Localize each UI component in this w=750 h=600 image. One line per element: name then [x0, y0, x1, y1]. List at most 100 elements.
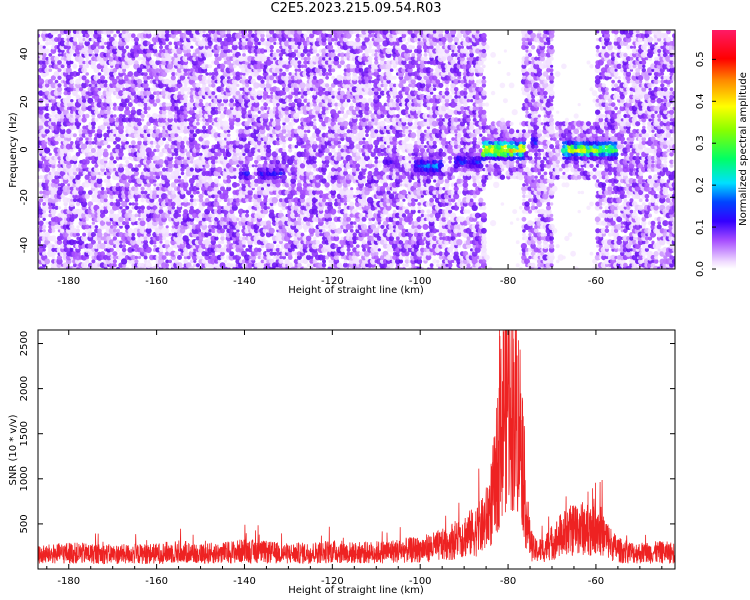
spectrogram-cell [78, 55, 84, 62]
spectrogram-cell [42, 229, 46, 233]
spectrogram-cell [269, 44, 275, 50]
spectrogram-cell [137, 118, 142, 122]
spectrogram-cell [100, 148, 105, 153]
spectrogram-cell [128, 202, 132, 206]
spectrogram-cell [38, 198, 44, 203]
spectrogram-cell [94, 144, 99, 149]
spectrogram-cell [39, 121, 44, 126]
spectrogram-cell [82, 125, 86, 130]
spectrogram-cell [100, 251, 105, 257]
spectrogram-cell [81, 235, 88, 242]
spectrogram-cell [156, 148, 160, 153]
spectrogram-cell [50, 235, 57, 242]
spectrogram-cell [196, 187, 200, 191]
spectrogram-cell [121, 94, 127, 100]
spectrogram-cell [217, 175, 221, 179]
spectrogram-cell [97, 91, 102, 96]
spectrogram-cell [57, 49, 62, 53]
spectrogram-cell [260, 141, 265, 145]
spectrogram-cell [48, 213, 53, 218]
spectrogram-cell [226, 53, 231, 57]
spectrogram-cell [88, 167, 93, 172]
spectrogram-cell [44, 48, 50, 54]
spectrogram-cell [137, 121, 142, 127]
spectrogram-cell [103, 266, 108, 269]
spectrogram-cell [44, 166, 51, 173]
spectrogram-cell [47, 79, 53, 85]
spectrogram-cell [312, 75, 317, 80]
spectrogram-cell [75, 152, 81, 157]
spectrogram-cell [183, 94, 189, 100]
spectrogram-cell [202, 125, 207, 130]
spectrogram-cell [291, 164, 295, 168]
spectrogram-cell [81, 200, 88, 208]
spectrogram-cell [362, 175, 366, 179]
spectrogram-cell [220, 183, 225, 187]
spectrogram-cell [45, 60, 50, 65]
spectrogram-cell [110, 30, 114, 34]
spectrogram-cell [100, 75, 106, 81]
spectrogram-cell [60, 194, 65, 199]
spectrogram-cell [96, 79, 103, 85]
spectrogram-cell [45, 194, 50, 199]
spectrogram-cell [264, 49, 268, 53]
spectrogram-cell [328, 221, 332, 225]
spectrogram-cell [368, 141, 372, 145]
spectrogram-cell [146, 236, 151, 241]
spectrogram-cell [53, 71, 60, 77]
spectrogram-cell [168, 41, 173, 46]
spectrogram-cell [82, 64, 86, 69]
spectrogram-cell [38, 78, 45, 85]
spectrogram-cell [294, 68, 298, 72]
spectrogram-cell [57, 60, 62, 65]
spectrogram-cell [50, 48, 57, 54]
spectrogram-cell [50, 105, 57, 111]
spectrogram-cell [56, 189, 63, 196]
spectrogram-cell [260, 187, 265, 191]
spectrogram-cell [282, 144, 286, 149]
spectrogram-cell [119, 206, 123, 210]
spectrogram-cell [297, 68, 302, 72]
spectrogram-cell [356, 167, 360, 172]
spectrogram-cell [245, 213, 250, 218]
spectrogram-cell [53, 178, 60, 184]
spectrogram-cell [76, 232, 80, 237]
spectrogram-cell [226, 76, 231, 80]
spectrogram-cell [94, 117, 99, 122]
spectrogram-cell [42, 217, 46, 221]
spectrogram-cell [287, 94, 293, 100]
spectrogram-cell [70, 221, 74, 225]
spectrogram-cell [84, 33, 90, 39]
spectrogram-cell [84, 159, 90, 165]
spectrogram-cell [134, 202, 139, 206]
spectrogram-cell [242, 244, 246, 248]
spectrogram-cell [84, 174, 90, 180]
spectrogram-cell [71, 212, 79, 219]
spectrogram-cell [76, 225, 80, 229]
spectrogram-cell [198, 193, 204, 199]
spectrogram-cell [333, 56, 339, 62]
spectrogram-cell [91, 83, 96, 88]
spectrogram-cell [195, 82, 201, 88]
spectrogram-cell [103, 198, 108, 203]
spectrogram-cell [180, 144, 185, 150]
spectrogram-cell [85, 102, 90, 107]
spectrogram-cell [328, 217, 333, 222]
spectrogram-cell [96, 132, 103, 139]
spectrogram-cell [331, 198, 336, 202]
spectrogram-cell [45, 164, 49, 168]
figure-title: C2E5.2023.215.09.54.R03 [270, 1, 442, 16]
spectrogram-cell [276, 41, 280, 46]
spectrogram-cell [103, 148, 108, 153]
spectrogram-cell [94, 251, 99, 257]
spectrogram-cell [143, 259, 148, 264]
spectrogram-cell [285, 164, 289, 168]
spectrogram-cell [192, 201, 198, 207]
spectrogram-cell [41, 163, 47, 169]
spectrogram-cell [69, 247, 74, 252]
spectrogram-cell [90, 121, 96, 127]
spectrogram-cell [158, 139, 164, 146]
spectrogram-cell [51, 41, 56, 46]
spectrogram-cell [362, 137, 366, 141]
spectrogram-cell [146, 106, 151, 111]
